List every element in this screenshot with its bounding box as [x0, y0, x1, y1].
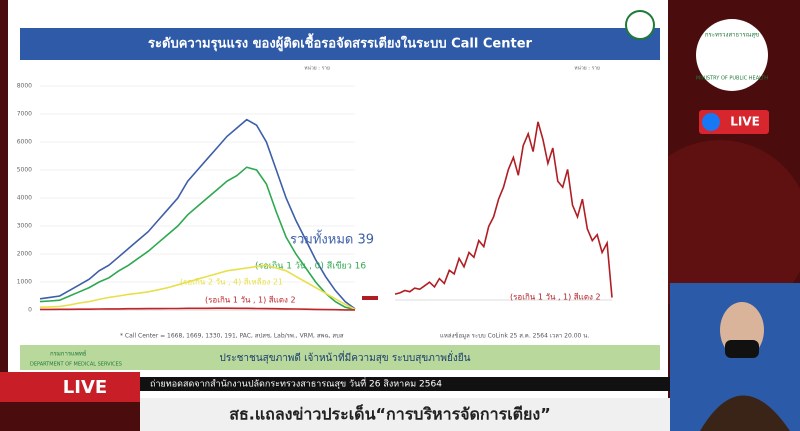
slide	[8, 0, 668, 398]
y-tick-label: 6000	[17, 139, 32, 146]
series-line	[394, 121, 613, 298]
y-tick-label: 3000	[17, 223, 32, 230]
headline-bar	[140, 398, 670, 431]
title-bar	[20, 28, 660, 60]
series-label: รวมทั้งหมด 39	[290, 230, 374, 248]
ticker: ถ่ายทอดสดจากสำนักงานปลัดกระทรวงสาธารณสุข…	[150, 377, 442, 390]
slogan-bar	[20, 345, 660, 370]
footnote: แหล่งข้อมูล ระบบ CoLink 25 ส.ค. 2564 เวล…	[440, 333, 589, 340]
live: LIVE	[63, 377, 107, 398]
headline: สธ.แถลงข่าวประเด็น“การบริหารจัดการเตียง”	[229, 403, 551, 424]
department: กรมการแพทย์	[50, 350, 86, 358]
background-virus	[630, 140, 800, 320]
series-label: (รอเกิน 2 วัน , 4) สีเหลือง 21	[180, 278, 283, 287]
y-tick-label: 4000	[17, 195, 32, 202]
fb-live: LIVE	[730, 115, 760, 129]
ministry: กระทรวงสาธารณสุข	[705, 32, 759, 39]
series-line	[40, 307, 355, 311]
series-label: (รอเกิน 1 วัน , 1) สีแดง 2	[510, 293, 601, 302]
slogan: ประชาชนสุขภาพดี เจ้าหน้าที่มีความสุข ระบ…	[220, 350, 471, 364]
unit-label: หน่วย : ราย	[304, 66, 330, 72]
y-tick-label: 8000	[17, 83, 32, 90]
slide-logo	[625, 10, 655, 40]
y-tick-label: 5000	[17, 167, 32, 174]
y-tick-label: 2000	[17, 251, 32, 258]
unit-label: หน่วย : ราย	[574, 66, 600, 72]
slide-title: ระดับความรุนแรง ของผู้ติดเชื้อรอจัดสรรเต…	[148, 33, 532, 52]
y-tick-label: 7000	[17, 111, 32, 118]
footnote: * Call Center = 1668, 1669, 1330, 191, P…	[120, 333, 344, 340]
ministry-en: MINISTRY OF PUBLIC HEALTH	[696, 76, 768, 82]
interpreter-mask	[725, 340, 759, 358]
department-en: DEPARTMENT OF MEDICAL SERVICES	[30, 362, 122, 368]
series-label: (รอเกิน 1 วัน , 1) สีแดง 2	[205, 296, 296, 305]
ministry-logo	[696, 19, 768, 91]
series-line	[39, 118, 356, 310]
interpreter-body	[700, 395, 790, 431]
ticker-bar	[140, 377, 670, 391]
series-label: (รอเกิน 1 วัน , 0) สีเขียว 16	[255, 261, 366, 272]
live-banner	[0, 372, 140, 402]
y-tick-label: 0	[28, 307, 32, 314]
series-line	[39, 166, 356, 311]
y-tick-label: 1000	[17, 279, 32, 286]
series-line	[39, 264, 356, 311]
fb-icon	[702, 113, 720, 131]
